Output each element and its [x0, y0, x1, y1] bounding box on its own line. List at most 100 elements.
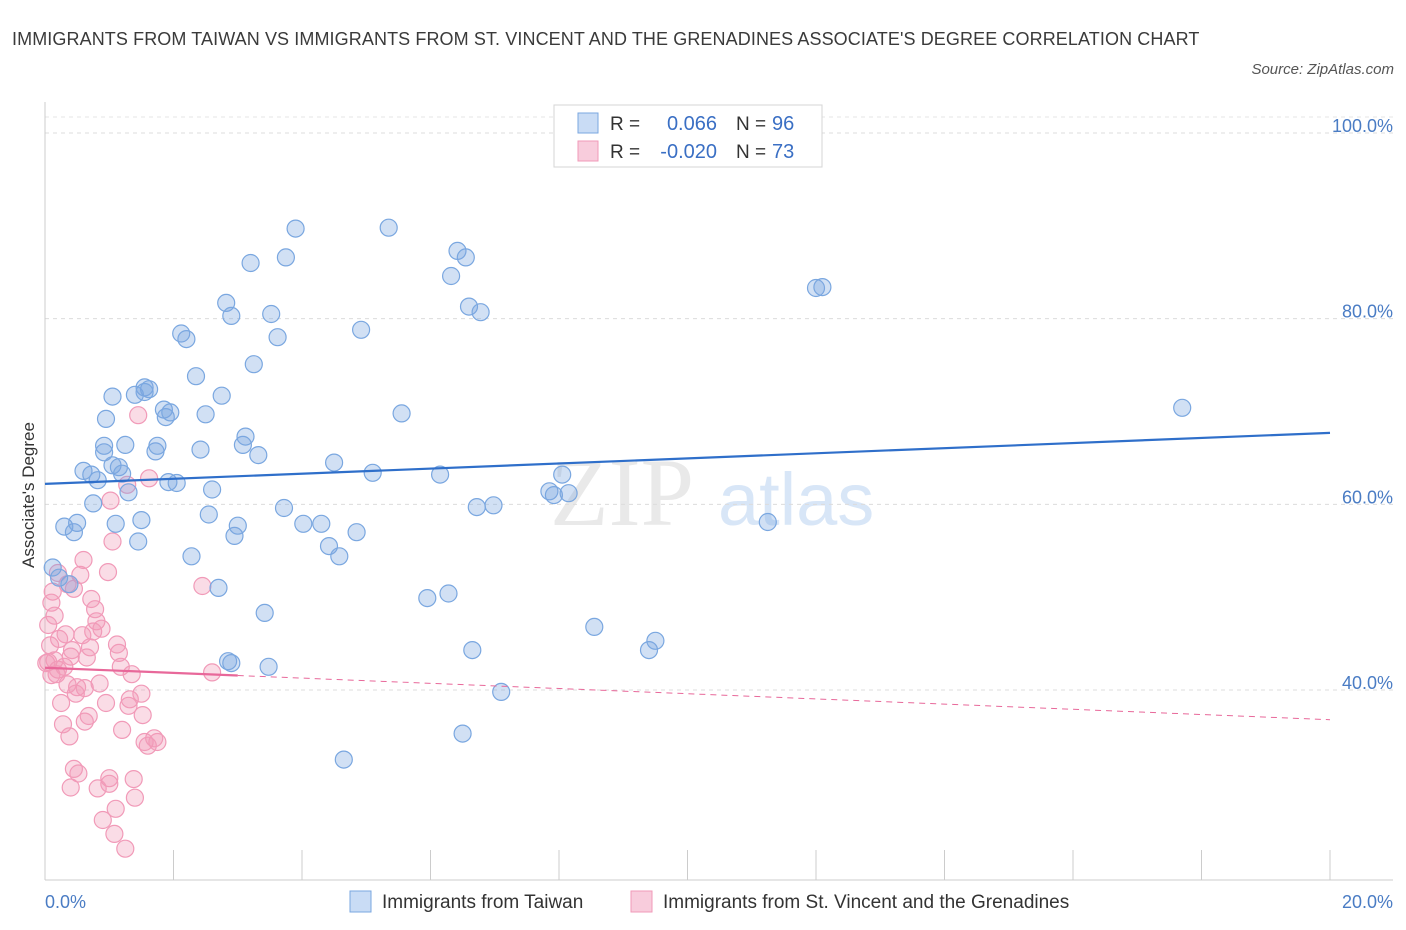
point-pink-10: [51, 693, 71, 713]
legend-r-value-pink: -0.020: [660, 141, 717, 163]
axes: [44, 102, 1393, 881]
point-blue-95: [276, 248, 295, 267]
point-blue-54: [262, 304, 281, 324]
point-pink-62: [148, 732, 167, 752]
point-pink-47: [112, 720, 132, 740]
point-pink-38: [98, 562, 118, 582]
bottom-legend-label-blue: Immigrants from Taiwan: [382, 892, 583, 913]
point-blue-67: [392, 404, 411, 423]
source-label: Source: ZipAtlas.com: [1251, 61, 1394, 78]
point-blue-73: [453, 724, 472, 743]
point-pink-36: [93, 810, 112, 830]
point-pink-63: [203, 663, 222, 682]
point-pink-41: [103, 532, 122, 551]
point-pink-64: [193, 576, 212, 596]
point-pink-39: [100, 769, 119, 788]
point-pink-13: [56, 625, 75, 644]
legend-swatch-pink: [577, 140, 599, 162]
point-blue-12: [96, 409, 116, 428]
point-blue-57: [286, 219, 305, 238]
point-blue-94: [334, 750, 353, 769]
bottom-legend-swatch-blue: [349, 890, 372, 913]
point-blue-62: [330, 547, 349, 566]
point-blue-77: [467, 498, 486, 517]
point-blue-75: [459, 297, 479, 316]
point-blue-40: [209, 578, 228, 598]
point-pink-20: [67, 678, 87, 697]
point-blue-53: [259, 657, 278, 676]
point-pink-40: [101, 491, 120, 510]
point-blue-65: [363, 463, 382, 482]
point-blue-21: [129, 532, 148, 551]
point-blue-78: [471, 303, 490, 322]
point-blue-45: [225, 526, 244, 546]
point-blue-83: [553, 465, 572, 484]
point-blue-56: [274, 498, 294, 518]
point-blue-61: [325, 453, 344, 472]
point-pink-43: [106, 799, 125, 818]
point-blue-59: [312, 514, 331, 533]
point-pink-34: [90, 674, 109, 693]
point-blue-36: [191, 440, 210, 459]
point-blue-46: [228, 516, 247, 535]
point-pink-6: [45, 606, 64, 625]
point-blue-41: [212, 386, 231, 405]
point-pink-54: [125, 788, 144, 807]
point-blue-64: [352, 320, 371, 339]
point-pink-60: [140, 469, 159, 488]
point-blue-90: [813, 278, 832, 297]
point-blue-8: [84, 494, 103, 513]
legend-r-label-blue: R =: [610, 114, 640, 135]
point-blue-86: [639, 640, 659, 660]
watermark-zip: ZIP: [550, 439, 694, 546]
legend-n-value-blue: 96: [772, 113, 794, 135]
point-blue-17: [112, 464, 132, 483]
legend-n-label-blue: N =: [736, 114, 766, 135]
point-blue-66: [379, 218, 398, 237]
legend-box: [553, 104, 823, 168]
point-blue-0: [43, 558, 62, 577]
point-blue-93: [135, 382, 154, 402]
point-pink-17: [62, 640, 82, 660]
point-blue-91: [1173, 398, 1192, 417]
point-blue-1: [49, 568, 69, 587]
point-blue-14: [103, 387, 122, 406]
legend-swatch-blue: [577, 112, 599, 134]
gridlines: 40.0% 60.0% 80.0% 100.0%: [45, 116, 1393, 693]
legend: R = 0.066 N = 96 R = -0.020 N = 73: [553, 104, 823, 168]
point-pink-50: [119, 696, 138, 715]
point-blue-63: [347, 523, 366, 542]
point-blue-48: [236, 427, 255, 446]
point-blue-9: [88, 471, 107, 490]
point-blue-58: [294, 514, 313, 533]
legend-n-value-pink: 73: [772, 141, 794, 163]
point-blue-51: [249, 446, 268, 465]
point-blue-44: [222, 306, 241, 325]
point-pink-59: [138, 736, 157, 755]
point-pink-15: [60, 727, 79, 746]
point-pink-29: [82, 589, 101, 609]
y-tick-label-60: 60.0%: [1342, 487, 1393, 507]
point-blue-15: [106, 514, 125, 533]
point-blue-18: [116, 435, 135, 454]
legend-n-label-pink: N =: [736, 142, 766, 163]
point-pink-19: [66, 684, 85, 703]
bottom-legend: Immigrants from Taiwan Immigrants from S…: [349, 890, 1069, 913]
point-pink-26: [77, 648, 96, 667]
point-blue-31: [167, 473, 186, 493]
point-blue-87: [646, 631, 665, 650]
point-pink-3: [40, 636, 60, 655]
point-blue-2: [60, 575, 79, 594]
point-pink-67: [75, 712, 94, 731]
point-blue-11: [94, 436, 114, 455]
point-blue-92: [222, 653, 241, 673]
point-pink-71: [61, 647, 80, 666]
point-blue-50: [244, 355, 263, 374]
point-pink-57: [133, 705, 152, 725]
point-blue-68: [418, 588, 437, 608]
series-pink-points: [37, 406, 222, 858]
bottom-legend-swatch-pink: [630, 890, 653, 913]
point-blue-10: [94, 443, 114, 462]
y-tick-label-100: 100.0%: [1332, 116, 1393, 136]
